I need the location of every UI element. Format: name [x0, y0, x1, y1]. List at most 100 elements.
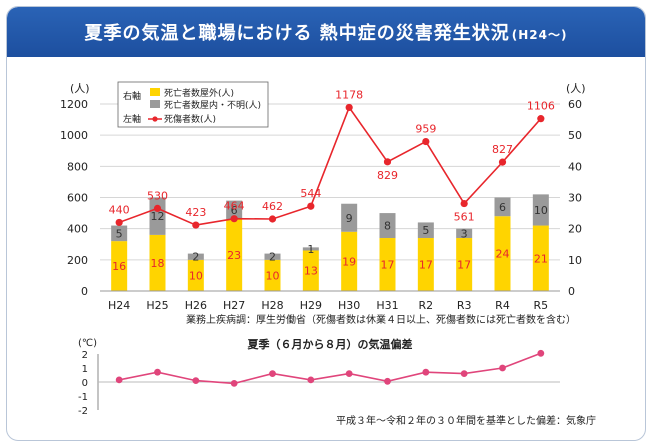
cases-point — [307, 202, 315, 210]
bar-outdoor-deaths — [187, 259, 204, 291]
x-category-label: R4 — [495, 299, 510, 312]
temp-point — [345, 370, 353, 377]
indoor-deaths-label: 3 — [461, 227, 468, 240]
cases-value-label: 423 — [185, 206, 206, 219]
bar-indoor-deaths — [532, 194, 549, 226]
legend-outdoor-label: 死亡者数屋外(人) — [164, 87, 234, 99]
bar-outdoor-deaths — [264, 259, 281, 291]
indoor-deaths-label: 8 — [384, 220, 391, 233]
left-tick-label: 600 — [67, 192, 88, 205]
x-category-label: H29 — [300, 299, 322, 312]
bar-indoor-deaths — [379, 213, 396, 239]
bar-indoor-deaths — [456, 228, 473, 239]
bar-indoor-deaths — [302, 247, 319, 251]
cases-value-label: 530 — [147, 189, 168, 202]
x-category-label: H27 — [223, 299, 245, 312]
legend-cases-label: 死傷者数(人) — [164, 113, 216, 125]
cases-point — [192, 221, 200, 229]
outdoor-deaths-label: 13 — [304, 265, 318, 278]
outdoor-deaths-label: 16 — [112, 260, 126, 273]
temp-point — [499, 364, 506, 372]
indoor-deaths-label: 10 — [534, 204, 548, 217]
bar-indoor-deaths — [417, 222, 434, 239]
bar-indoor-deaths — [226, 200, 243, 220]
legend-swatch-indoor — [150, 100, 160, 108]
temp-point — [230, 380, 238, 387]
right-tick-label: 40 — [568, 160, 582, 173]
temp-tick-label: 0 — [82, 378, 88, 389]
legend-right-axis-label: 右軸 — [123, 90, 141, 102]
x-category-label: H31 — [376, 299, 398, 312]
bar-outdoor-deaths — [417, 238, 434, 291]
page-title-suffix: (H24〜) — [511, 28, 568, 42]
x-category-label: H26 — [185, 299, 207, 312]
outdoor-deaths-label: 17 — [419, 259, 433, 272]
legend-point-swatch — [152, 116, 158, 122]
legend-indoor-label: 死亡者数屋内・不明(人) — [164, 99, 261, 111]
cases-point — [460, 199, 468, 208]
cases-point — [345, 103, 353, 112]
outdoor-deaths-label: 17 — [381, 259, 395, 272]
main-source-note: 業務上疾病調：厚生労働省（死傷者数は休業４日以上、死傷者数には死亡者数を含む） — [186, 313, 576, 326]
cases-point — [153, 204, 162, 213]
right-axis-unit: (人) — [566, 82, 586, 95]
outdoor-deaths-label: 18 — [151, 257, 165, 270]
temp-source-note: 平成３年〜令和２年の３０年間を基準とした偏差：気象庁 — [336, 414, 596, 427]
bar-indoor-deaths — [187, 253, 204, 260]
bar-indoor-deaths — [341, 203, 358, 232]
right-tick-label: 50 — [568, 129, 582, 142]
outdoor-deaths-label: 24 — [496, 248, 510, 261]
cases-point — [115, 218, 123, 227]
cases-point — [537, 115, 545, 123]
right-tick-label: 0 — [568, 285, 575, 298]
cases-value-label: 462 — [262, 200, 283, 213]
left-tick-label: 1000 — [60, 129, 88, 142]
temp-point — [115, 376, 123, 384]
left-tick-label: 200 — [67, 254, 88, 267]
bar-outdoor-deaths — [379, 238, 396, 291]
cases-line — [118, 105, 542, 226]
cases-value-label: 1106 — [527, 100, 555, 113]
indoor-deaths-label: 2 — [192, 251, 199, 264]
x-category-label: H28 — [261, 299, 283, 312]
indoor-deaths-label: 5 — [116, 227, 123, 240]
temp-point — [460, 370, 468, 377]
temp-point — [384, 377, 391, 385]
cases-point — [230, 215, 238, 223]
indoor-deaths-label: 12 — [151, 210, 165, 223]
cases-point — [383, 158, 392, 166]
cases-value-label: 827 — [492, 143, 513, 156]
x-category-label: R5 — [534, 299, 549, 312]
temp-point — [537, 349, 545, 357]
right-tick-label: 10 — [568, 254, 582, 267]
bar-outdoor-deaths — [532, 225, 549, 291]
left-tick-label: 0 — [81, 285, 88, 298]
temp-chart-title: 夏季（６月から８月）の気温偏差 — [248, 337, 413, 351]
bar-indoor-deaths — [494, 197, 511, 217]
legend-swatch-outdoor — [150, 88, 160, 96]
bar-outdoor-deaths — [341, 231, 358, 291]
left-axis-unit: (人) — [70, 82, 90, 95]
x-category-label: H25 — [146, 299, 168, 312]
indoor-deaths-label: 1 — [307, 243, 314, 256]
indoor-deaths-label: 6 — [231, 204, 238, 217]
right-tick-label: 30 — [568, 192, 582, 205]
temp-point — [307, 376, 315, 384]
indoor-deaths-label: 9 — [346, 212, 353, 225]
cases-point — [422, 137, 430, 146]
indoor-deaths-label: 5 — [422, 224, 429, 237]
title-banner: 夏季の気温と職場における 熱中症の災害発生状況 (H24〜) — [7, 7, 645, 57]
cases-point — [268, 215, 277, 223]
outdoor-deaths-label: 10 — [266, 269, 280, 282]
temp-tick-label: -2 — [78, 406, 88, 417]
indoor-deaths-label: 2 — [269, 251, 276, 264]
left-tick-label: 400 — [67, 223, 88, 236]
x-category-label: R2 — [419, 299, 434, 312]
bar-outdoor-deaths — [302, 250, 319, 291]
bar-outdoor-deaths — [111, 241, 128, 291]
cases-value-label: 959 — [415, 123, 436, 136]
indoor-deaths-label: 6 — [499, 201, 506, 214]
outdoor-deaths-label: 10 — [189, 269, 203, 282]
bar-indoor-deaths — [111, 225, 128, 242]
